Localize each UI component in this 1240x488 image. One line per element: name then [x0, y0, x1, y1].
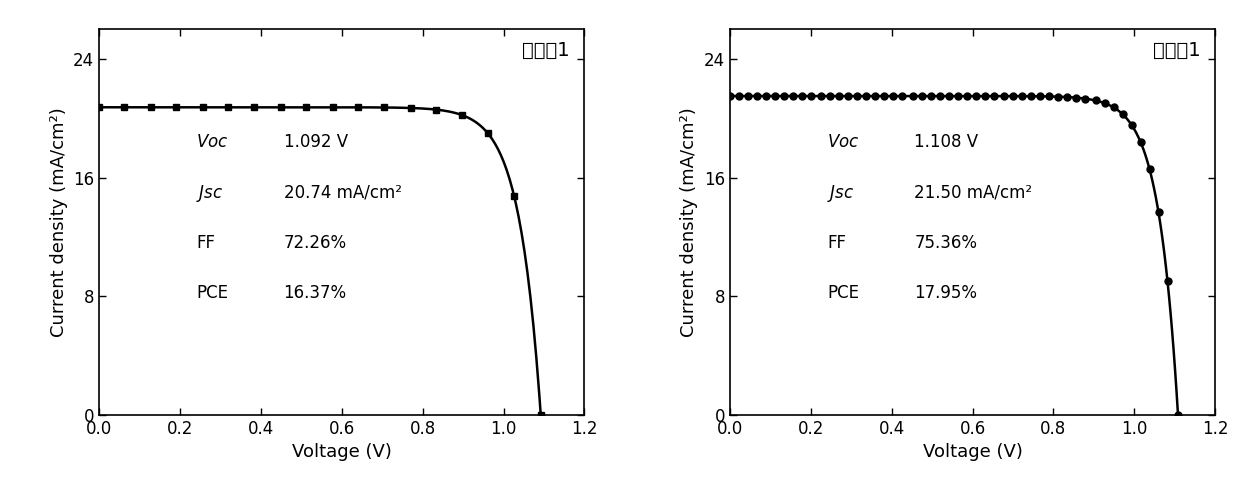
- Text: $\it{V}$$\it{oc}$: $\it{V}$$\it{oc}$: [196, 133, 228, 151]
- Text: 1.092 V: 1.092 V: [284, 133, 347, 151]
- Text: 实施例1: 实施例1: [1153, 41, 1200, 60]
- Text: 20.74 mA/cm²: 20.74 mA/cm²: [284, 183, 402, 202]
- Y-axis label: Current density (mA/cm²): Current density (mA/cm²): [50, 107, 68, 337]
- Text: FF: FF: [196, 234, 216, 252]
- Text: $\it{J}$$\it{sc}$: $\it{J}$$\it{sc}$: [196, 183, 223, 204]
- Text: FF: FF: [827, 234, 846, 252]
- Text: 21.50 mA/cm²: 21.50 mA/cm²: [914, 183, 1033, 202]
- Text: $\it{V}$$\it{oc}$: $\it{V}$$\it{oc}$: [827, 133, 859, 151]
- Text: 16.37%: 16.37%: [284, 284, 347, 302]
- Text: 对比例1: 对比例1: [522, 41, 570, 60]
- X-axis label: Voltage (V): Voltage (V): [291, 443, 392, 461]
- Text: 17.95%: 17.95%: [914, 284, 977, 302]
- Text: 1.108 V: 1.108 V: [914, 133, 978, 151]
- Text: 72.26%: 72.26%: [284, 234, 347, 252]
- X-axis label: Voltage (V): Voltage (V): [923, 443, 1023, 461]
- Y-axis label: Current density (mA/cm²): Current density (mA/cm²): [681, 107, 698, 337]
- Text: $\it{J}$$\it{sc}$: $\it{J}$$\it{sc}$: [827, 183, 854, 204]
- Text: PCE: PCE: [827, 284, 859, 302]
- Text: 75.36%: 75.36%: [914, 234, 977, 252]
- Text: PCE: PCE: [196, 284, 228, 302]
